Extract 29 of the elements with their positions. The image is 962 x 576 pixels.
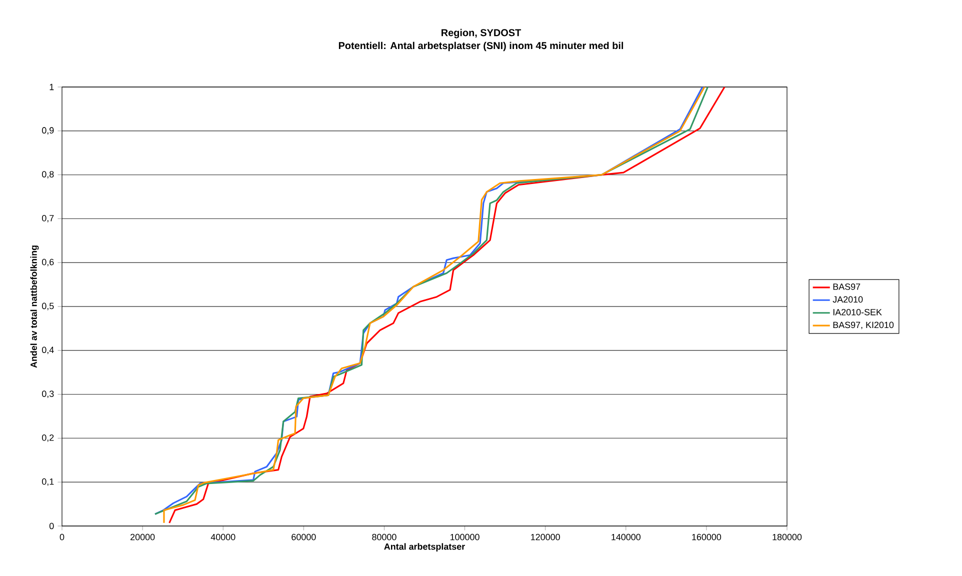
y-tick-label: 0,1 <box>42 478 54 486</box>
y-tick-label: 0,8 <box>42 171 54 178</box>
x-tick-label: 60000 <box>292 534 316 540</box>
y-tick-label: 0,4 <box>42 346 54 354</box>
x-tick-label: 140000 <box>612 534 640 540</box>
y-tick-label: 0,2 <box>42 434 54 442</box>
y-tick-label: 0,5 <box>42 302 54 310</box>
x-tick-label: 40000 <box>210 534 236 540</box>
y-axis-title: Andel av total nattbefolkning <box>30 246 39 368</box>
y-tick-label: 1 <box>50 84 54 90</box>
y-tick-label: 0,7 <box>42 214 54 222</box>
y-tick-label: 0,9 <box>42 127 54 135</box>
x-tick-label: 120000 <box>531 534 560 540</box>
chart-subtitle: Potentiell: Antal arbetsplatser (SNI) inom 45 minuter med bil <box>338 42 624 52</box>
chart-title: Region, SYDOST <box>442 28 522 38</box>
legend-label: IA2010-SEK <box>833 308 882 316</box>
legend-label: BAS97, KI2010 <box>833 322 894 330</box>
y-tick-label: 0,6 <box>42 258 54 266</box>
legend-label: BAS97 <box>833 284 860 290</box>
x-tick-label: 180000 <box>772 534 802 540</box>
legend-label: JA2010 <box>832 296 863 303</box>
y-tick-label: 0 <box>49 522 54 530</box>
x-tick-label: 100000 <box>450 534 480 540</box>
x-tick-label: 160000 <box>692 534 722 540</box>
x-tick-label: 0 <box>60 534 64 540</box>
x-tick-label: 20000 <box>130 534 155 540</box>
y-tick-label: 0,3 <box>42 390 54 398</box>
x-axis-title: Antal arbetsplatser <box>384 543 465 552</box>
x-tick-label: 80000 <box>372 534 396 540</box>
